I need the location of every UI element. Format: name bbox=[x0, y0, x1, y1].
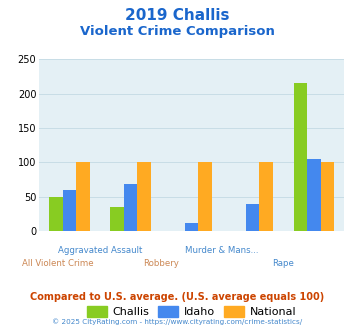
Bar bbox=[110, 207, 124, 231]
Bar bbox=[124, 184, 137, 231]
Text: Murder & Mans...: Murder & Mans... bbox=[185, 246, 259, 255]
Bar bbox=[260, 162, 273, 231]
Bar bbox=[307, 159, 321, 231]
Bar bbox=[63, 190, 76, 231]
Text: Robbery: Robbery bbox=[143, 259, 179, 268]
Bar bbox=[185, 223, 198, 231]
Text: Aggravated Assault: Aggravated Assault bbox=[58, 246, 142, 255]
Bar bbox=[246, 204, 260, 231]
Text: 2019 Challis: 2019 Challis bbox=[125, 8, 230, 23]
Bar bbox=[198, 162, 212, 231]
Text: © 2025 CityRating.com - https://www.cityrating.com/crime-statistics/: © 2025 CityRating.com - https://www.city… bbox=[53, 318, 302, 325]
Bar bbox=[137, 162, 151, 231]
Text: Compared to U.S. average. (U.S. average equals 100): Compared to U.S. average. (U.S. average … bbox=[31, 292, 324, 302]
Text: All Violent Crime: All Violent Crime bbox=[22, 259, 93, 268]
Text: Violent Crime Comparison: Violent Crime Comparison bbox=[80, 25, 275, 38]
Bar bbox=[76, 162, 90, 231]
Bar bbox=[49, 197, 63, 231]
Text: Rape: Rape bbox=[272, 259, 294, 268]
Bar bbox=[321, 162, 334, 231]
Bar bbox=[294, 83, 307, 231]
Legend: Challis, Idaho, National: Challis, Idaho, National bbox=[83, 302, 301, 322]
